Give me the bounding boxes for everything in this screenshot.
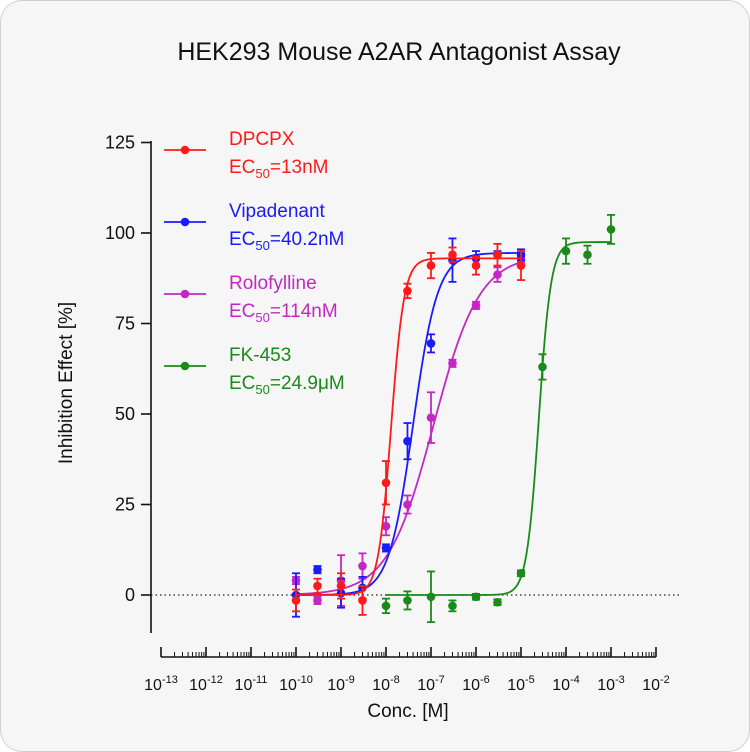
- legend-item-dpcpx: DPCPX EC50=13nM: [164, 129, 329, 181]
- data-point: [381, 543, 391, 553]
- data-point: [516, 568, 526, 578]
- series-fk-453: [381, 213, 616, 624]
- legend-series-name: Vipadenant: [229, 201, 326, 222]
- data-point: [291, 596, 301, 605]
- x-tick-label: 10-5: [507, 674, 535, 694]
- y-tick-label: 50: [115, 404, 135, 424]
- legend-marker: [180, 217, 190, 227]
- legend-item-fk-453: FK-453 EC50=24.9μM: [164, 345, 345, 397]
- series-vipadenant: [291, 237, 526, 618]
- data-point: [583, 250, 592, 260]
- data-point: [358, 561, 367, 571]
- data-point: [538, 362, 547, 372]
- data-point: [448, 601, 457, 611]
- data-point: [426, 261, 436, 270]
- data-point: [561, 246, 571, 256]
- legend-item-rolofylline: Rolofylline EC50=114nM: [164, 273, 338, 325]
- chart-title: HEK293 Mouse A2AR Antagonist Assay: [177, 38, 621, 66]
- x-tick-label: 10-3: [597, 674, 625, 694]
- data-point: [493, 250, 502, 260]
- y-tick-label: 25: [115, 495, 135, 515]
- data-point: [403, 436, 412, 446]
- x-tick-label: 10-7: [417, 674, 445, 694]
- x-tick-label: 10-6: [462, 674, 490, 694]
- data-point: [403, 286, 412, 296]
- y-axis-label: Inhibition Effect [%]: [56, 302, 77, 464]
- legend-marker: [180, 145, 190, 155]
- fit-curve: [296, 257, 521, 596]
- legend-ec50: EC50=24.9μM: [229, 373, 345, 397]
- data-point: [471, 261, 481, 270]
- data-point: [426, 592, 436, 602]
- fit-curve: [295, 261, 522, 596]
- x-tick-label: 10-8: [372, 674, 400, 694]
- data-point: [516, 261, 526, 270]
- y-tick-label: 100: [105, 223, 135, 243]
- x-tick-label: 10-12: [189, 674, 223, 694]
- data-point: [448, 250, 457, 260]
- legend: DPCPX EC50=13nM Vipadenant EC50=40.2nM Rolof…: [164, 129, 345, 397]
- data-point: [426, 339, 436, 348]
- data-point: [313, 581, 322, 591]
- data-point: [403, 596, 412, 605]
- data-point: [336, 581, 346, 591]
- series-dpcpx: [291, 242, 526, 616]
- x-axis: 10-13 10-12 10-11 10-10 10-9 10-8 10-7 10-6 10-5…: [144, 647, 670, 694]
- y-axis: 0 25 50 75 100 125: [105, 133, 152, 633]
- data-point: [606, 225, 616, 234]
- legend-ec50: EC50=114nM: [229, 301, 338, 325]
- legend-marker: [180, 289, 190, 299]
- legend-series-name: DPCPX: [229, 129, 295, 150]
- data-point: [471, 592, 481, 602]
- data-point: [493, 270, 502, 279]
- data-point: [381, 601, 391, 611]
- fit-curve: [386, 241, 611, 596]
- data-point: [313, 596, 322, 605]
- legend-ec50: EC50=13nM: [229, 157, 329, 181]
- x-axis-label: Conc. [M]: [367, 701, 448, 722]
- x-tick-label: 10-9: [327, 674, 355, 694]
- x-tick-label: 10-13: [144, 674, 178, 694]
- x-tick-label: 10-2: [642, 674, 670, 694]
- data-point: [493, 597, 502, 607]
- data-point: [313, 565, 322, 574]
- legend-marker: [180, 361, 190, 371]
- data-point: [471, 301, 481, 310]
- legend-series-name: FK-453: [229, 345, 291, 366]
- y-tick-label: 75: [115, 314, 135, 334]
- x-tick-label: 10-4: [552, 674, 580, 694]
- y-tick-label: 125: [105, 133, 135, 153]
- x-tick-label: 10-10: [279, 674, 313, 694]
- data-point: [358, 596, 367, 605]
- data-point: [426, 413, 436, 422]
- data-point: [381, 521, 391, 531]
- legend-series-name: Rolofylline: [229, 273, 317, 294]
- legend-ec50: EC50=40.2nM: [229, 229, 344, 253]
- legend-item-vipadenant: Vipadenant EC50=40.2nM: [164, 201, 344, 253]
- series-layer: [291, 213, 616, 624]
- data-point: [403, 500, 412, 509]
- data-point: [448, 359, 457, 368]
- data-point: [381, 478, 391, 488]
- x-tick-label: 10-11: [235, 674, 268, 694]
- y-tick-label: 0: [125, 585, 135, 605]
